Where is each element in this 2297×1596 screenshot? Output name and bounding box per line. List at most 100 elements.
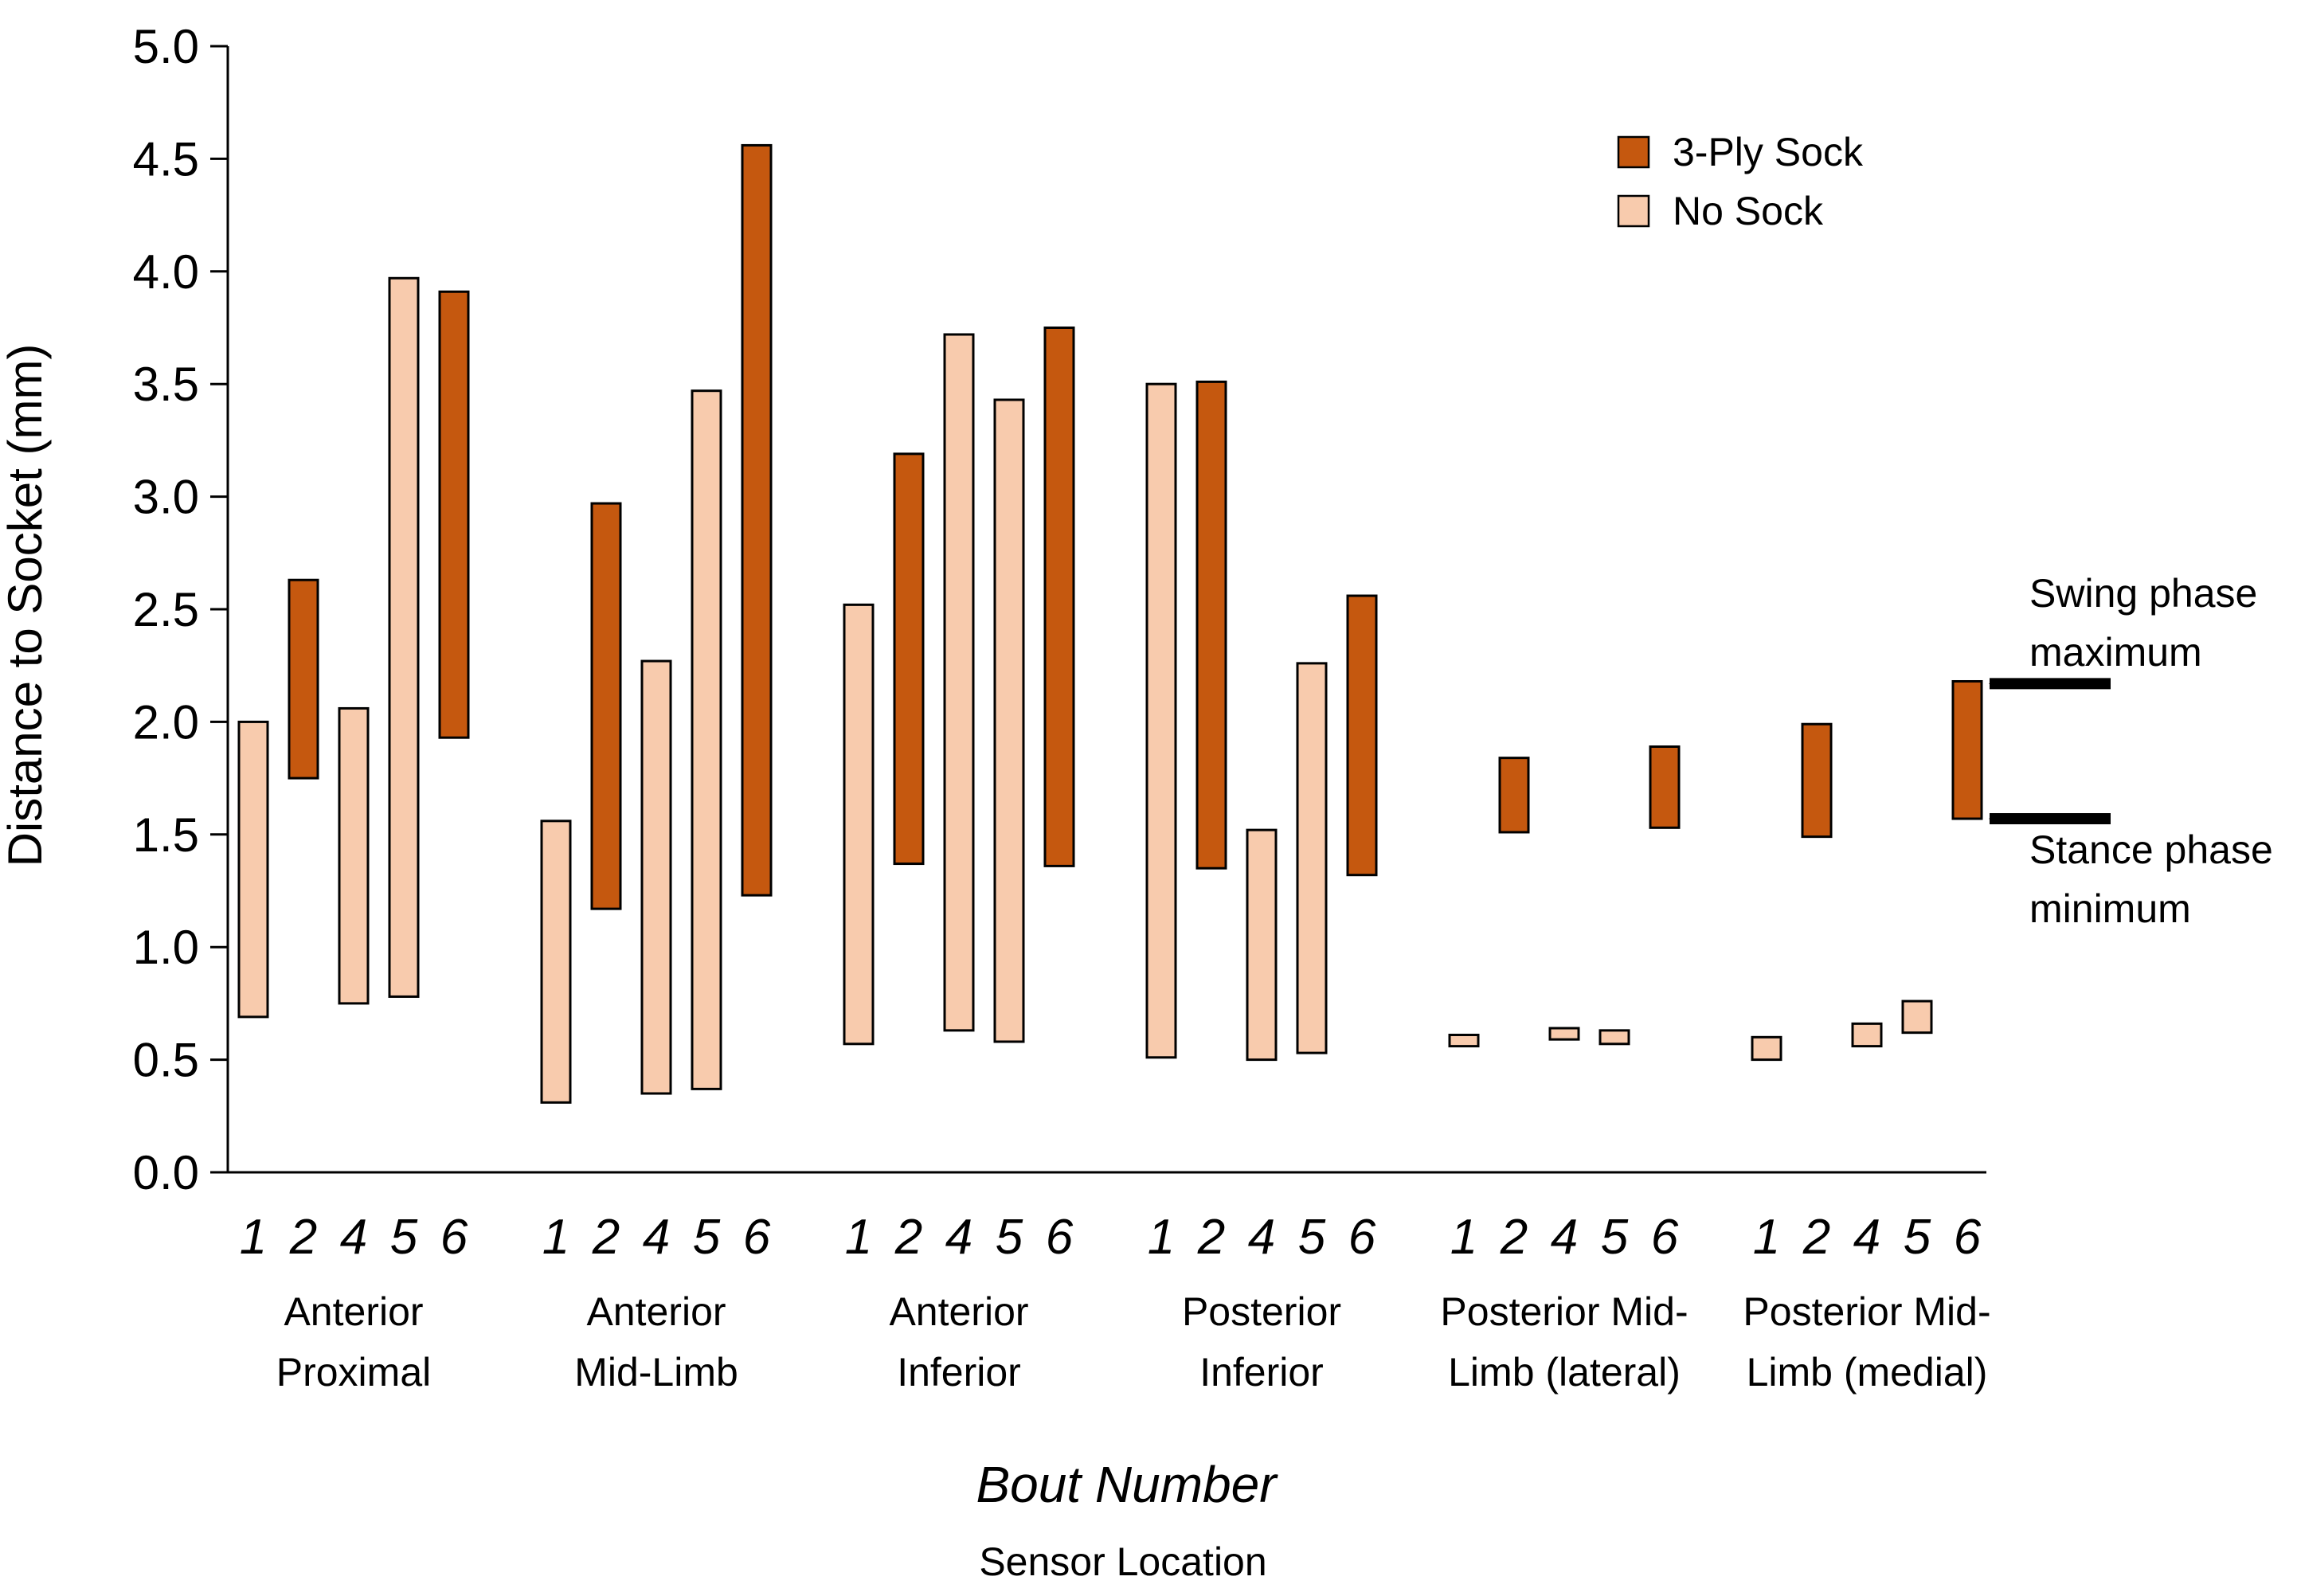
bout-tick-label: 1 [845,1210,872,1265]
sensor-location-label: Anterior [586,1289,726,1334]
legend-swatch-sock [1617,135,1650,169]
bar [1901,999,1933,1035]
bout-tick-label: 6 [1348,1210,1376,1265]
bar [540,820,572,1104]
y-tick-label: 2.5 [133,583,199,636]
bar [1195,380,1227,870]
bout-tick-label: 2 [289,1210,317,1265]
y-tick-label: 3.5 [133,358,199,411]
annotation-stance-line1: Stance phase [2029,827,2273,872]
bar [1951,679,1983,820]
bar [1851,1022,1883,1048]
sensor-location-label: Proximal [276,1350,431,1395]
bar [843,603,875,1046]
bar [1548,1027,1580,1041]
bar [1246,828,1278,1062]
legend: 3-Ply Sock No Sock [1617,130,1864,233]
sensor-location-label: Limb (medial) [1747,1350,1988,1395]
y-tick-label: 2.0 [133,695,199,749]
bout-tick-label: 5 [1601,1210,1629,1265]
sensor-location-label: Posterior [1182,1289,1341,1334]
bout-tick-label: 5 [1298,1210,1326,1265]
sensor-location-label: Inferior [897,1350,1021,1395]
sensor-location-label: Mid-Limb [574,1350,738,1395]
bar [893,452,925,866]
bout-tick-label: 6 [1954,1210,1982,1265]
bout-tick-label: 4 [340,1210,367,1265]
sensor-location-label: Inferior [1199,1350,1324,1395]
bar [590,502,622,910]
bout-tick-label: 1 [1450,1210,1477,1265]
sensor-location-label: Anterior [889,1289,1028,1334]
bar [691,389,722,1090]
bar [1448,1033,1480,1048]
legend-label-sock: 3-Ply Sock [1673,130,1864,174]
bout-tick-label: 1 [542,1210,569,1265]
bar [1751,1035,1782,1062]
legend-swatch-nosock [1617,194,1650,228]
bout-tick-label: 4 [945,1210,972,1265]
bar [237,720,269,1019]
bar [388,276,420,998]
y-tick-label: 4.5 [133,132,199,186]
bout-tick-label: 5 [1904,1210,1931,1265]
bout-tick-label: 4 [643,1210,670,1265]
y-tick-label: 1.0 [133,921,199,974]
bout-tick-label: 5 [390,1210,418,1265]
bar [640,659,672,1095]
annotations: Swing phase maximum Stance phase minimum [1989,571,2273,931]
annotation-stance-line2: minimum [2029,886,2191,931]
legend-label-nosock: No Sock [1673,189,1824,233]
bar [1145,382,1177,1059]
bar [1801,722,1833,839]
bar [1043,327,1075,867]
bar [993,398,1025,1043]
bout-tick-label: 2 [1197,1210,1225,1265]
bout-tick-label: 5 [693,1210,721,1265]
sensor-location-label: Limb (lateral) [1448,1350,1681,1395]
y-tick-label: 0.5 [133,1034,199,1087]
bout-tick-label: 1 [240,1210,267,1265]
y-tick-label: 0.0 [133,1146,199,1199]
annotation-swing-line2: maximum [2029,630,2202,675]
bout-tick-label: 6 [743,1210,771,1265]
y-tick-label: 3.0 [133,471,199,524]
bout-tick-label: 1 [1753,1210,1780,1265]
sensor-location-label: Anterior [284,1289,423,1334]
y-tick-label: 1.5 [133,808,199,862]
bar [338,706,370,1005]
bout-tick-label: 4 [1551,1210,1578,1265]
bout-tick-label: 6 [1651,1210,1679,1265]
bar [1599,1029,1630,1046]
annotation-swing-line1: Swing phase [2029,571,2257,616]
bar [1346,594,1378,877]
x-axis-title: Bout Number [976,1456,1278,1513]
x-axis-subtitle: Sensor Location [979,1539,1266,1584]
bars [237,143,1983,1104]
bar [438,290,470,739]
bout-tick-label: 1 [1148,1210,1175,1265]
sensor-location-label: Posterior Mid- [1440,1289,1688,1334]
bout-tick-label: 2 [592,1210,620,1265]
sensor-location-label: Posterior Mid- [1743,1289,1990,1334]
bout-tick-label: 2 [1500,1210,1528,1265]
y-axis-title: Distance to Socket (mm) [0,344,52,867]
bar [1649,745,1681,829]
y-axis-ticks: 0.0 0.5 1.0 1.5 2.0 2.5 3.0 3.5 4.0 4.5 5.0 [133,20,228,1199]
y-tick-label: 5.0 [133,20,199,73]
bout-tick-label: 4 [1853,1210,1880,1265]
bar [741,143,773,897]
bout-tick-label: 6 [1046,1210,1074,1265]
bout-tick-label: 2 [1802,1210,1830,1265]
bar [288,578,319,780]
y-tick-label: 4.0 [133,245,199,299]
bar [943,333,975,1032]
bar [1296,662,1328,1054]
bout-tick-label: 2 [894,1210,922,1265]
bar [1498,757,1530,834]
bout-tick-label: 6 [440,1210,468,1265]
bout-tick-label: 5 [996,1210,1023,1265]
bout-tick-label: 4 [1248,1210,1275,1265]
